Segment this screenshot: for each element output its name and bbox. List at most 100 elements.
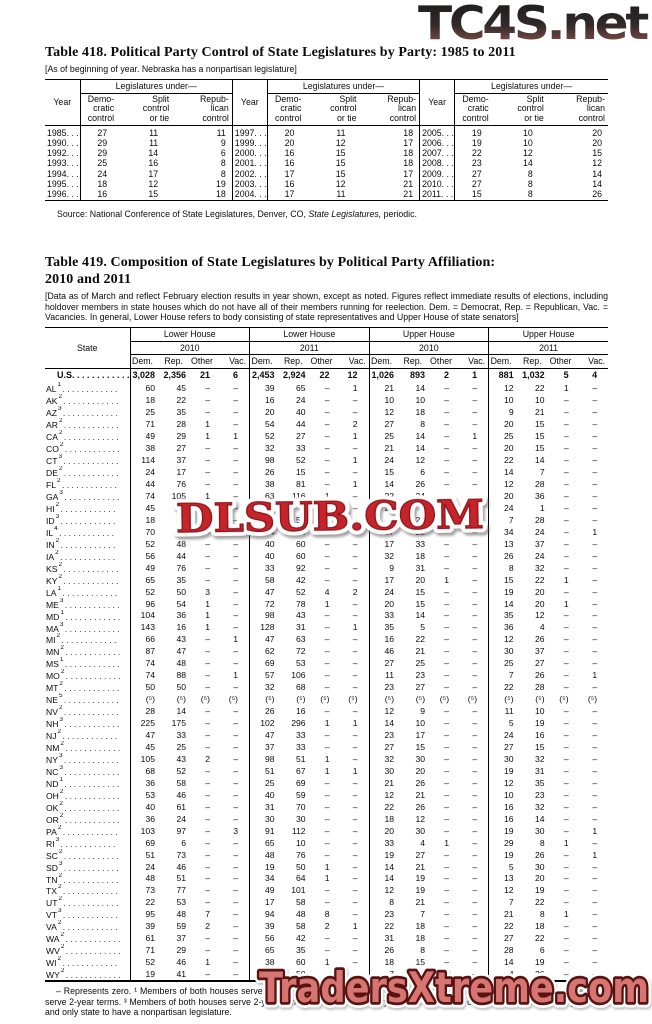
- value-cell: 1: [324, 765, 330, 776]
- value-cell: –: [563, 395, 569, 406]
- leader-dots: . . . . . . . . . . . .: [59, 479, 117, 490]
- value-cell: 2: [324, 921, 330, 932]
- value-cell: 12: [535, 610, 545, 621]
- value-cell: 20: [504, 490, 514, 501]
- value-cell: 18: [415, 921, 426, 932]
- value-cell: 8: [527, 179, 533, 190]
- value-cell: –: [455, 705, 490, 718]
- value-cell: –: [324, 825, 330, 836]
- value-cell: 19: [504, 825, 514, 836]
- value-cell: 12: [384, 407, 395, 418]
- value-cell: 102: [260, 718, 275, 729]
- value-cell: –: [455, 836, 490, 849]
- value-cell: 22: [415, 634, 426, 645]
- value-cell: 27: [415, 849, 426, 860]
- value-cell: 3,028: [132, 369, 155, 380]
- value-cell: 54: [295, 526, 306, 537]
- value-cell: 74: [145, 670, 155, 681]
- value-cell: (⁵): [335, 693, 370, 706]
- value-cell: –: [205, 407, 210, 418]
- value-cell: 27: [384, 658, 395, 669]
- value-cell: –: [563, 538, 569, 549]
- value-cell: –: [592, 933, 598, 944]
- value-cell: 51: [264, 765, 275, 776]
- state-label: HI: [46, 503, 55, 514]
- value-cell: 7: [508, 514, 514, 525]
- value-cell: 42: [295, 933, 306, 944]
- value-cell: 1: [335, 920, 370, 933]
- value-cell: 15: [335, 168, 346, 179]
- value-cell: 18: [403, 158, 414, 169]
- value-cell: 14: [504, 467, 514, 478]
- value-cell: 1: [205, 490, 210, 501]
- value-cell: 16: [504, 813, 514, 824]
- value-cell: 1: [216, 669, 251, 682]
- footnote-marker: 1: [57, 382, 62, 389]
- value-cell: 143: [140, 622, 155, 633]
- value-cell: –: [444, 945, 450, 956]
- value-cell: –: [324, 706, 330, 717]
- value-cell: 40: [264, 789, 275, 800]
- value-cell: –: [563, 718, 569, 729]
- value-cell: 96: [145, 598, 155, 609]
- value-cell: 30: [295, 813, 306, 824]
- year-cell: 2010. . . .: [419, 179, 456, 190]
- value-cell: –: [563, 479, 569, 489]
- value-cell: 46: [176, 789, 186, 800]
- value-cell: 10: [523, 127, 533, 138]
- value-cell: 22: [471, 148, 482, 159]
- year-cell: 2009. . . .: [419, 168, 456, 180]
- value-cell: –: [216, 788, 251, 801]
- state-label: GA: [46, 491, 59, 502]
- value-cell: –: [205, 455, 210, 466]
- value-cell: (⁵): [587, 694, 598, 705]
- value-cell: 17: [403, 168, 414, 179]
- value-cell: –: [216, 741, 251, 753]
- value-cell: 37: [176, 455, 186, 466]
- value-cell: –: [335, 729, 370, 742]
- value-cell: –: [335, 466, 370, 479]
- value-cell: –: [563, 407, 569, 418]
- value-cell: –: [205, 777, 210, 788]
- value-cell: 26: [535, 634, 545, 645]
- value-cell: 59: [176, 921, 186, 932]
- value-cell: –: [455, 490, 490, 502]
- value-cell: 28: [535, 514, 545, 525]
- value-cell: 56: [264, 933, 275, 944]
- value-cell: 53: [176, 897, 186, 908]
- value-cell: 33: [295, 443, 306, 454]
- value-cell: –: [444, 443, 450, 454]
- group-header-year: 2010: [369, 341, 490, 355]
- value-cell: –: [216, 812, 251, 825]
- value-cell: 19: [504, 849, 514, 860]
- footnote-marker: 2: [60, 645, 64, 652]
- value-cell: (⁵): [559, 694, 569, 705]
- value-cell: 18: [415, 407, 426, 418]
- footnote-marker: 2: [58, 466, 63, 473]
- value-cell: 35: [176, 407, 186, 418]
- value-cell: –: [444, 383, 450, 394]
- value-cell: 64: [264, 526, 275, 537]
- value-cell: –: [592, 682, 598, 693]
- value-cell: 21: [415, 897, 426, 908]
- value-cell: –: [592, 789, 598, 800]
- column-header-year: Year: [419, 79, 456, 126]
- value-cell: –: [324, 885, 330, 896]
- column-header: Rep.: [276, 354, 308, 369]
- column-header: Vac.: [455, 354, 490, 369]
- group-header: Legislatures under—: [267, 79, 420, 94]
- value-cell: 1: [563, 574, 569, 585]
- state-row: OR2 . . . . . . . . . . . . 36 24– –30 30– –1…: [45, 812, 608, 825]
- state-label-cell: OK2 . . . . . . . . . . . .: [45, 800, 131, 813]
- value-cell: 7: [205, 909, 210, 920]
- value-cell: –: [216, 729, 251, 742]
- value-cell: (⁵): [216, 693, 251, 706]
- value-cell: 2,924: [283, 369, 306, 380]
- value-cell: 25: [145, 407, 155, 418]
- value-cell: 28: [145, 706, 155, 717]
- value-cell: –: [592, 455, 598, 466]
- state-row: NY3 . . . . . . . . . . . . 105 43 2–98 51 1–…: [45, 753, 608, 765]
- value-cell: –: [324, 550, 330, 561]
- value-cell: 5: [508, 861, 514, 872]
- state-label: AR: [46, 420, 58, 431]
